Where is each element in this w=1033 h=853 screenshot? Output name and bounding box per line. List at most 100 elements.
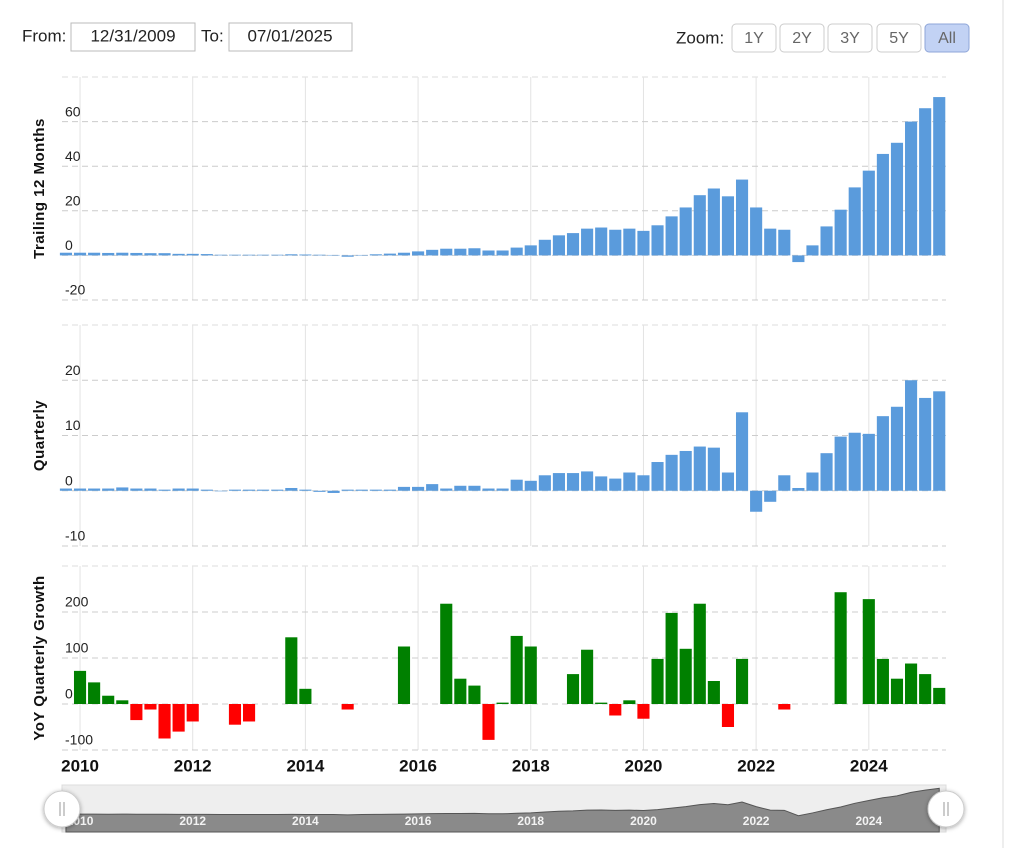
bar: [510, 635, 523, 704]
bar: [242, 254, 256, 256]
bar: [707, 681, 720, 704]
bar: [679, 648, 692, 704]
bar: [581, 649, 594, 704]
bar: [482, 488, 495, 491]
bar: [651, 658, 664, 704]
bar: [102, 252, 115, 256]
zoom-label: Zoom:: [676, 28, 724, 47]
navigator-handle[interactable]: [927, 790, 965, 828]
bar: [665, 216, 678, 256]
bar: [383, 489, 396, 491]
y-tick-label: 20: [65, 193, 81, 209]
bar: [440, 248, 453, 256]
y-tick-label: 60: [65, 103, 81, 119]
bar: [848, 187, 861, 256]
bar: [144, 253, 157, 256]
bar: [440, 488, 453, 491]
x-tick-label: 2014: [286, 756, 324, 775]
navigator-label: 2018: [517, 814, 544, 828]
bar: [524, 245, 537, 256]
bar: [496, 250, 509, 256]
bar: [102, 695, 115, 704]
bar: [609, 229, 622, 256]
bar: [130, 252, 143, 256]
bar: [890, 406, 904, 491]
bar: [693, 446, 706, 491]
navigator-label: 2020: [630, 814, 657, 828]
bar: [778, 704, 791, 710]
bar: [792, 487, 805, 491]
bar: [228, 489, 242, 491]
bar: [735, 658, 749, 704]
bar: [862, 170, 875, 256]
bar: [679, 207, 692, 256]
bar: [876, 658, 889, 704]
zoom-button[interactable]: [876, 23, 922, 53]
bar: [905, 663, 918, 704]
y-axis-title: Trailing 12 Months: [31, 118, 48, 259]
bar: [665, 612, 678, 704]
zoom-button[interactable]: [779, 23, 825, 53]
bar: [721, 472, 735, 491]
bar: [933, 687, 946, 704]
bar: [116, 487, 129, 491]
y-axis-title: YoY Quarterly Growth: [31, 575, 48, 740]
zoom-button[interactable]: [924, 23, 970, 53]
x-tick-label: 2012: [174, 756, 212, 775]
bar: [848, 432, 861, 491]
bar: [623, 228, 636, 256]
bar: [88, 682, 101, 704]
bar: [862, 599, 875, 704]
bar: [623, 472, 636, 491]
zoom-button[interactable]: [827, 23, 873, 53]
bar: [468, 248, 481, 256]
bar: [102, 488, 115, 491]
bar: [158, 704, 171, 739]
zoom-button[interactable]: [731, 23, 777, 53]
bar: [369, 489, 382, 491]
bar: [257, 489, 270, 491]
bar: [214, 490, 227, 492]
bar: [130, 488, 143, 491]
bar: [397, 646, 411, 704]
y-tick-label: 10: [65, 417, 81, 433]
bar: [186, 488, 199, 491]
bar: [552, 235, 565, 256]
bar: [735, 412, 749, 491]
to-label: To:: [201, 26, 224, 45]
bar: [919, 397, 932, 491]
bar: [890, 142, 904, 256]
zoom-button-label: 5Y: [889, 30, 909, 47]
bar: [707, 447, 720, 491]
from-input[interactable]: [70, 22, 196, 52]
bar: [834, 592, 847, 704]
bar: [59, 252, 73, 256]
bar: [806, 472, 819, 491]
bar: [778, 229, 791, 256]
navigator-handle[interactable]: [43, 790, 81, 828]
navigator-label: 2012: [179, 814, 206, 828]
bar: [876, 153, 889, 256]
bar: [397, 486, 411, 491]
bar: [595, 702, 608, 704]
navigator-label: 2024: [855, 814, 882, 828]
bar: [257, 254, 270, 256]
bar: [637, 704, 650, 719]
to-input[interactable]: [228, 22, 353, 52]
bar: [341, 489, 354, 491]
bar: [820, 453, 833, 491]
from-value: 12/31/2009: [90, 26, 175, 45]
bar: [144, 488, 157, 491]
bar: [637, 475, 650, 491]
bar: [651, 462, 664, 491]
bar: [933, 97, 946, 256]
bar: [285, 637, 298, 704]
bar: [693, 195, 706, 256]
bar: [595, 476, 608, 491]
bar: [623, 700, 636, 704]
bar: [468, 485, 481, 491]
bar: [454, 248, 467, 256]
bar: [482, 250, 495, 256]
bar: [285, 487, 298, 491]
